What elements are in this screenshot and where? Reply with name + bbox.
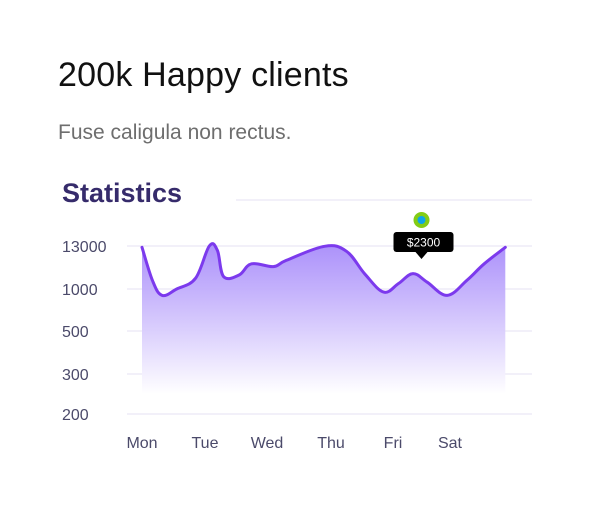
x-tick-label: Wed [251,435,284,452]
chart-title: Statistics [62,178,183,208]
area-fill [142,243,506,394]
y-axis-ticks: 13000 1000 500 300 200 [62,239,107,424]
y-tick-label: 500 [62,324,89,341]
tooltip-pointer [415,252,428,259]
series-line [140,242,507,298]
y-tick-label: 300 [62,367,89,384]
x-tick-label: Mon [126,435,157,452]
y-tick-label: 1000 [62,282,98,299]
x-tick-label: Thu [317,435,345,452]
y-tick-label: 200 [62,407,89,424]
subheadline: Fuse caligula non rectus. [58,121,292,144]
x-tick-label: Sat [438,435,463,452]
x-tick-label: Fri [384,435,403,452]
highlight-layer: $2300 [393,212,454,259]
y-tick-label: 13000 [62,239,107,256]
headline: 200k Happy clients [58,56,349,94]
tooltip-value: $2300 [407,236,441,250]
highlight-marker-core [417,216,426,224]
x-axis-ticks: Mon Tue Wed Thu Fri Sat [126,435,462,452]
x-tick-label: Tue [192,435,219,452]
tooltip-box [393,232,454,252]
